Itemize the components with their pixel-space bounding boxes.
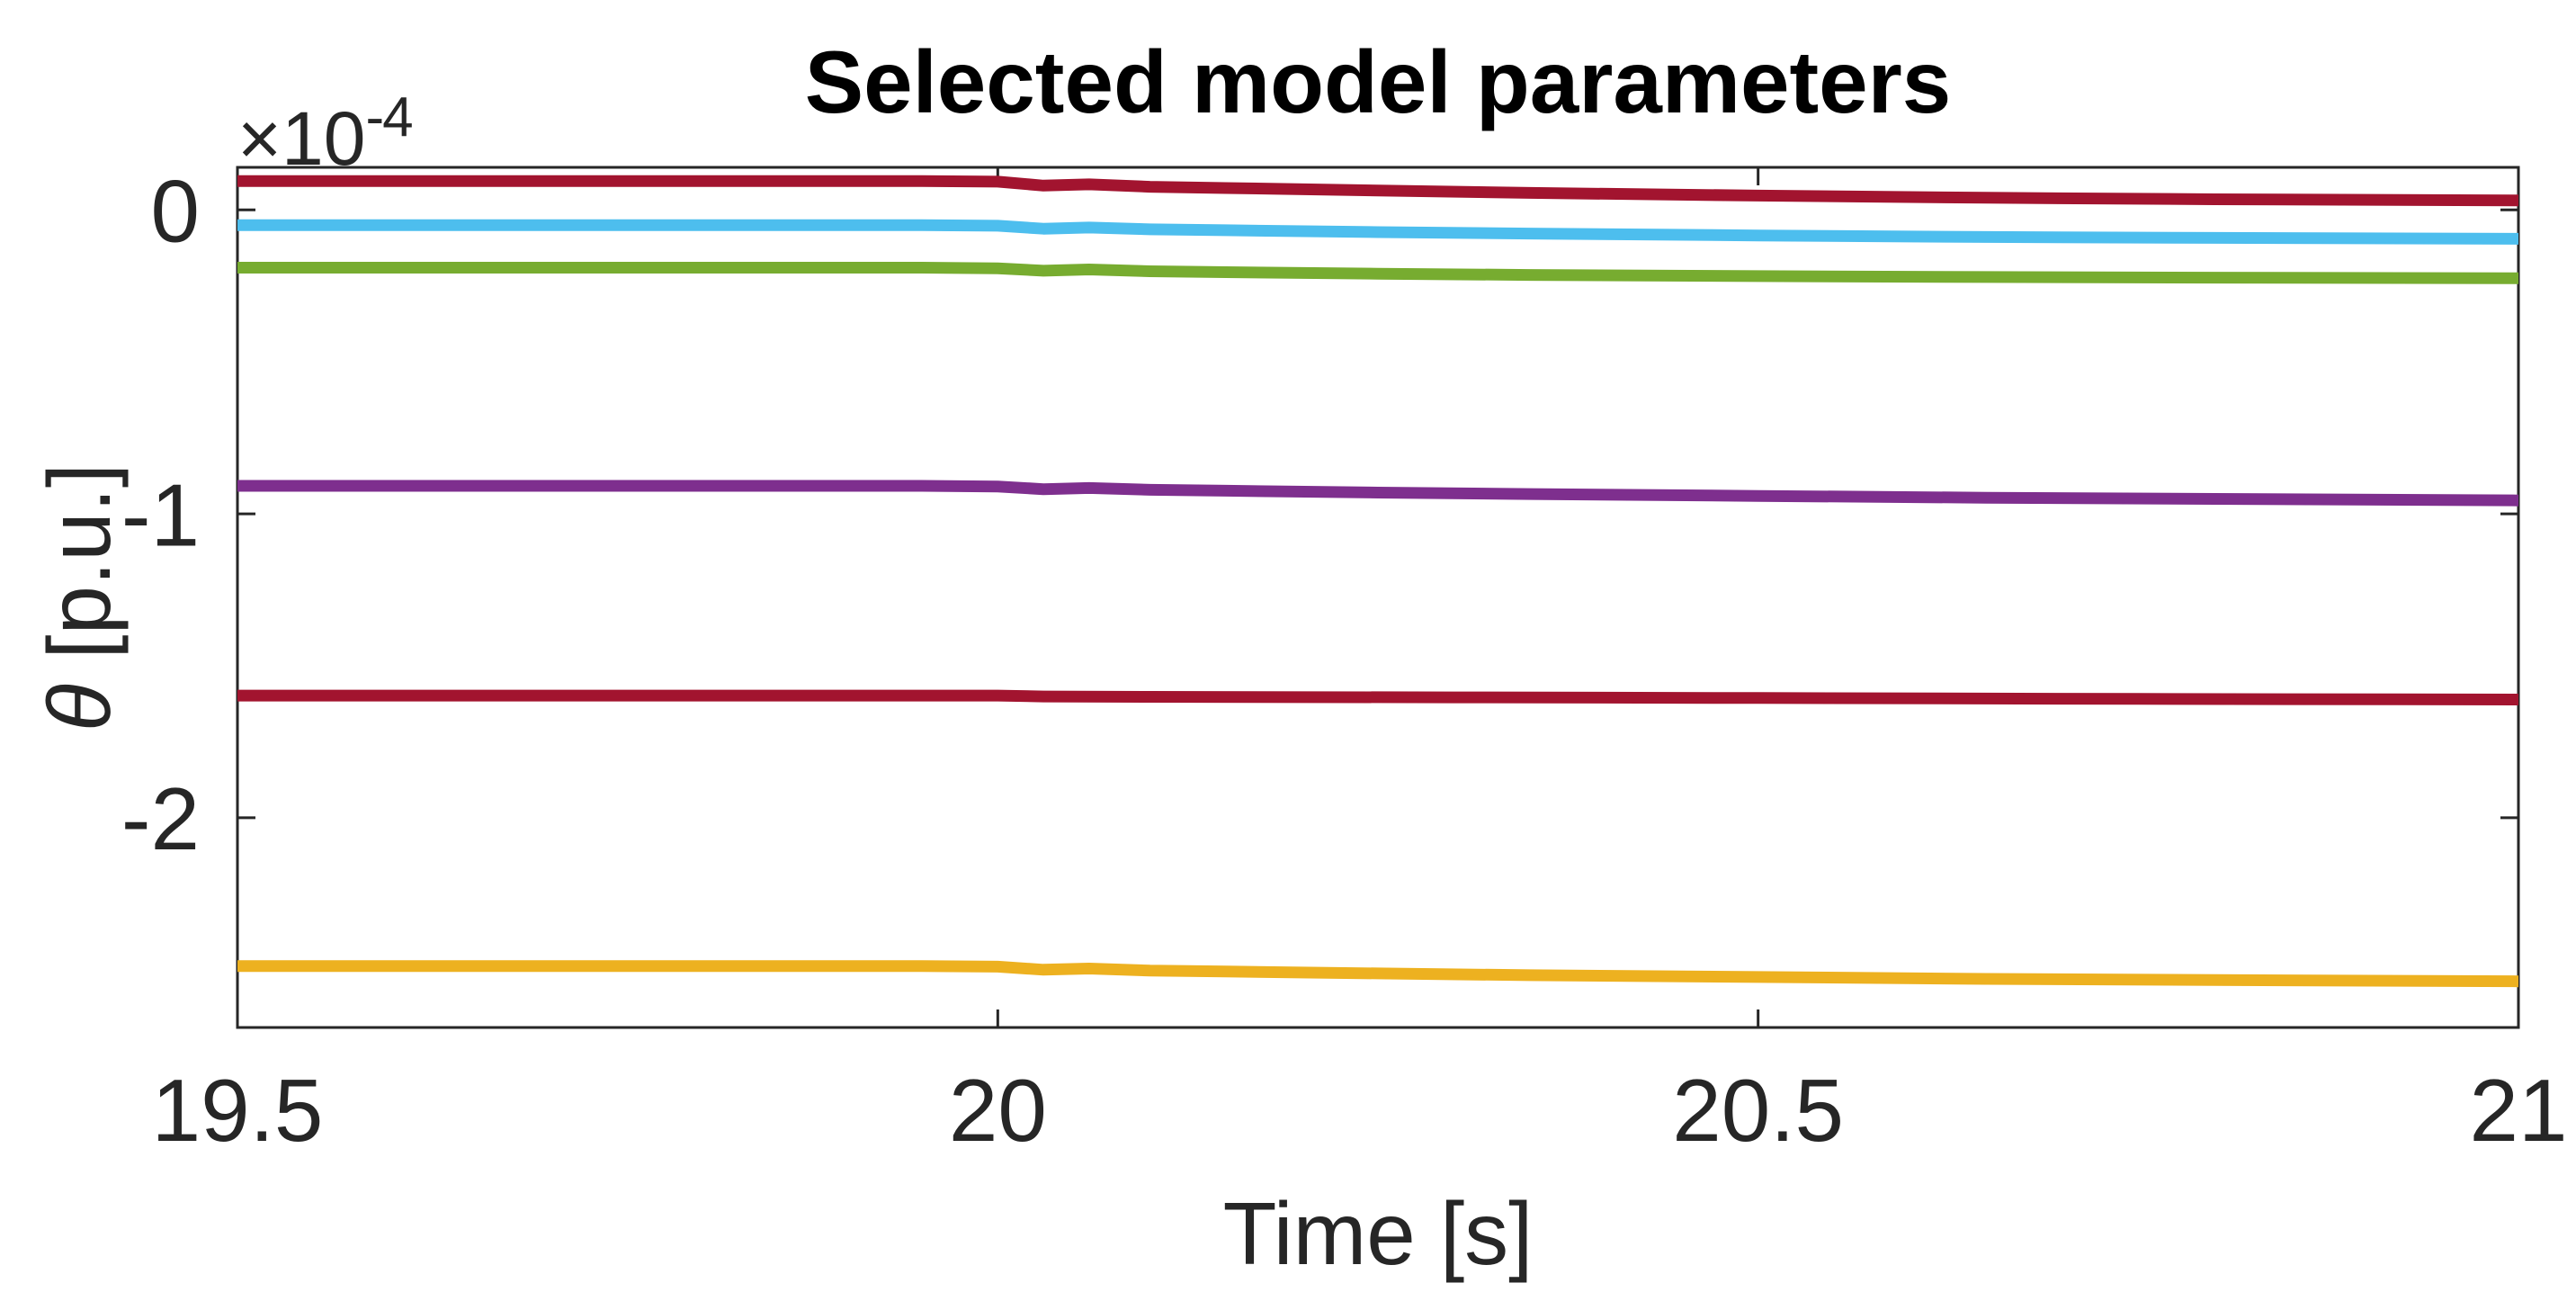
y-axis-multiplier-base: ×10: [237, 96, 366, 181]
series-line-purple: [237, 480, 2518, 507]
y-tick-label: 0: [150, 162, 200, 261]
series-line-yellow: [237, 960, 2518, 988]
series-line-dark-red-lower: [237, 689, 2518, 705]
y-axis-label-symbol: θ: [30, 683, 129, 732]
y-axis-label: θ [p.u.]: [30, 463, 129, 731]
x-tick-label: 19.5: [152, 1061, 324, 1160]
plot-box: [236, 166, 2520, 1029]
series-line-light-blue: [237, 219, 2518, 245]
series-line-dark-red-upper: [237, 175, 2518, 207]
x-tick-label: 20: [949, 1061, 1047, 1160]
x-tick-label: 21: [2469, 1061, 2567, 1160]
y-axis-multiplier: ×10-4: [237, 90, 414, 177]
series-group: [237, 175, 2518, 988]
series-line-green: [237, 262, 2518, 284]
x-axis-label: Time [s]: [1222, 1184, 1534, 1283]
chart-title: Selected model parameters: [804, 32, 1952, 131]
y-axis-multiplier-exponent: -4: [365, 86, 414, 148]
y-tick-label: -1: [121, 465, 200, 564]
y-axis-label-unit: [p.u.]: [30, 462, 129, 684]
axes: 19.5 20 20.5 21 0 -1 -2: [121, 162, 2568, 1160]
x-tick-label: 20.5: [1672, 1061, 1844, 1160]
y-tick-label: -2: [121, 769, 200, 868]
